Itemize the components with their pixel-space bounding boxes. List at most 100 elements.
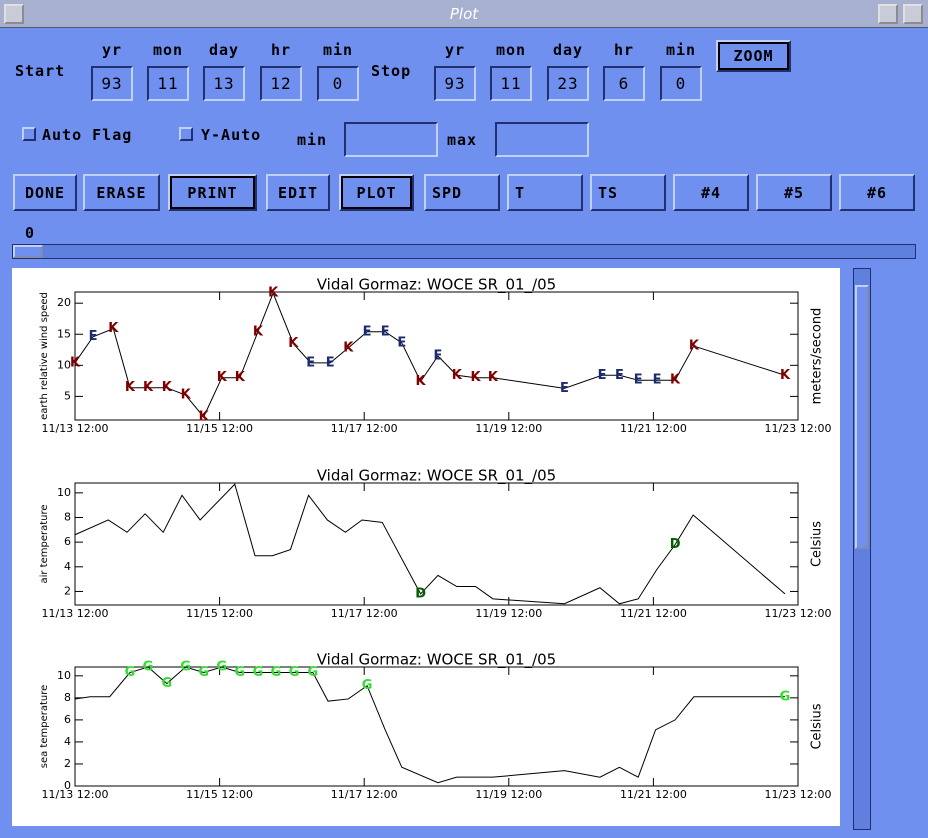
flag: G <box>253 665 264 680</box>
x-tick-label: 11/19 12:00 <box>475 422 542 435</box>
stop-label: Stop <box>371 62 412 80</box>
x-tick-label: 11/19 12:00 <box>475 607 542 620</box>
flag: G <box>161 676 172 691</box>
y-axis-label: sea temperature <box>39 685 50 769</box>
y-tick-label: 8 <box>64 691 71 704</box>
start-field[interactable]: 13 <box>203 66 245 101</box>
flag: K <box>780 368 791 383</box>
button[interactable]: SPD <box>424 174 500 211</box>
start-field[interactable]: 93 <box>91 66 133 101</box>
slider-track[interactable] <box>12 244 916 259</box>
flag: G <box>198 665 209 680</box>
maximize-button[interactable] <box>903 4 923 24</box>
x-tick-label: 11/15 12:00 <box>186 422 253 435</box>
field-label: min <box>322 41 354 59</box>
flag: K <box>217 370 228 385</box>
x-tick-label: 11/23 12:00 <box>765 788 832 801</box>
flag: D <box>670 537 681 552</box>
y-tick-label: 2 <box>64 584 71 597</box>
y-axis-label: earth relative wind speed <box>39 292 50 420</box>
y-tick-label: 4 <box>64 735 71 748</box>
flag: G <box>271 665 282 680</box>
flag: G <box>289 665 300 680</box>
max-field[interactable] <box>495 122 589 157</box>
checkbox-label: Y-Auto <box>201 126 262 144</box>
flag: D <box>415 586 426 601</box>
field-label: yr <box>101 41 123 59</box>
stop-field[interactable]: 23 <box>547 66 589 101</box>
plot-frame <box>74 666 799 787</box>
window-menu[interactable] <box>4 4 24 24</box>
flag: G <box>362 678 373 693</box>
y-axis-label-right: Celsius <box>810 703 825 749</box>
y-tick-label: 8 <box>64 511 71 524</box>
minimize-button[interactable] <box>878 4 898 24</box>
flag: K <box>253 324 264 339</box>
plot-panel: Vidal Gormaz: WOCE SR_01_/05 earth relati… <box>12 268 840 826</box>
button[interactable]: PRINT <box>168 174 257 211</box>
data-line <box>74 666 785 784</box>
x-tick-label: 11/17 12:00 <box>331 788 398 801</box>
button[interactable]: EDIT <box>266 174 330 211</box>
flag: G <box>308 665 319 680</box>
y-tick-label: 0 <box>64 779 71 792</box>
stop-field[interactable]: 6 <box>603 66 645 101</box>
zoom-button[interactable]: ZOOM <box>716 40 791 72</box>
button[interactable]: DONE <box>13 174 77 211</box>
flag: K <box>288 336 299 351</box>
flag: G <box>780 689 791 704</box>
checkbox[interactable] <box>179 127 193 141</box>
start-field[interactable]: 12 <box>260 66 302 101</box>
start-field[interactable]: 11 <box>147 66 189 101</box>
y-axis-label-right: meters/second <box>810 308 825 405</box>
flag: G <box>143 660 154 675</box>
field-label: mon <box>495 41 527 59</box>
chart-title: Vidal Gormaz: WOCE SR_01_/05 <box>317 651 556 670</box>
button[interactable]: #6 <box>839 174 915 211</box>
flag: G <box>216 660 227 675</box>
flag: E <box>326 355 335 370</box>
stop-field[interactable]: 11 <box>490 66 532 101</box>
button[interactable]: ERASE <box>83 174 160 211</box>
button[interactable]: #4 <box>673 174 749 211</box>
plots: Vidal Gormaz: WOCE SR_01_/05 earth relati… <box>39 276 832 802</box>
y-axis-label-right: Celsius <box>810 521 825 567</box>
x-tick-label: 11/17 12:00 <box>331 607 398 620</box>
checkbox[interactable] <box>22 127 36 141</box>
title-bar: Plot <box>0 0 928 28</box>
scroll-thumb[interactable] <box>855 285 869 549</box>
y-tick-label: 6 <box>64 713 71 726</box>
flag: E <box>598 368 607 383</box>
y-tick-label: 15 <box>57 327 71 340</box>
field-label: hr <box>613 41 635 59</box>
scrollbar[interactable] <box>853 268 871 830</box>
start-field[interactable]: 0 <box>317 66 359 101</box>
x-tick-label: 11/23 12:00 <box>765 607 832 620</box>
flag: K <box>181 388 192 403</box>
stop-field[interactable]: 93 <box>434 66 476 101</box>
button[interactable]: PLOT <box>339 174 414 211</box>
plot-frame <box>74 482 799 606</box>
flag: K <box>125 380 136 395</box>
field-label: yr <box>444 41 466 59</box>
flag: K <box>416 374 427 389</box>
window-title: Plot <box>449 5 479 23</box>
button[interactable]: TS <box>590 174 666 211</box>
min-field[interactable] <box>344 122 438 157</box>
slider-thumb[interactable] <box>13 245 43 258</box>
x-tick-label: 11/15 12:00 <box>186 788 253 801</box>
x-tick-label: 11/13 12:00 <box>42 422 109 435</box>
y-tick-label: 2 <box>64 757 71 770</box>
flag: K <box>199 409 210 424</box>
y-axis-label: air temperature <box>39 504 50 583</box>
flag: G <box>125 665 136 680</box>
flag: K <box>488 370 499 385</box>
field-label: min <box>665 41 697 59</box>
flag: E <box>434 349 443 364</box>
button[interactable]: #5 <box>756 174 832 211</box>
button[interactable]: T <box>507 174 583 211</box>
stop-field[interactable]: 0 <box>660 66 702 101</box>
max-label: max <box>447 131 478 149</box>
data-line <box>74 483 786 605</box>
flag: K <box>689 339 700 354</box>
